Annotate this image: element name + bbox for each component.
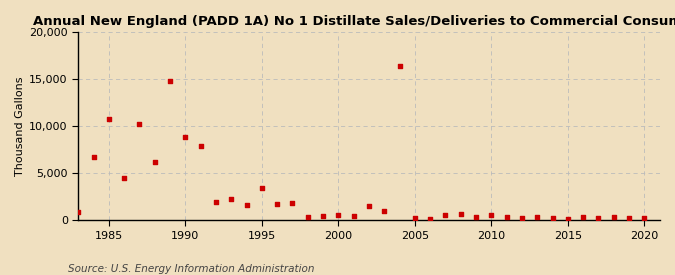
Point — [73, 210, 84, 214]
Title: Annual New England (PADD 1A) No 1 Distillate Sales/Deliveries to Commercial Cons: Annual New England (PADD 1A) No 1 Distil… — [32, 15, 675, 28]
Y-axis label: Thousand Gallons: Thousand Gallons — [15, 76, 25, 176]
Point — [440, 213, 451, 217]
Point — [364, 204, 375, 208]
Point — [241, 203, 252, 207]
Point — [348, 213, 359, 218]
Point — [211, 200, 221, 205]
Point — [333, 213, 344, 217]
Point — [287, 201, 298, 206]
Point — [256, 186, 267, 191]
Point — [425, 217, 435, 221]
Point — [532, 215, 543, 219]
Point — [226, 196, 237, 201]
Point — [318, 214, 329, 218]
Point — [562, 217, 573, 221]
Point — [470, 215, 481, 219]
Point — [593, 215, 604, 220]
Point — [165, 79, 176, 84]
Point — [272, 202, 283, 207]
Point — [180, 135, 191, 140]
Point — [394, 64, 405, 68]
Point — [302, 215, 313, 219]
Text: Source: U.S. Energy Information Administration: Source: U.S. Energy Information Administ… — [68, 264, 314, 274]
Point — [516, 216, 527, 220]
Point — [410, 216, 421, 221]
Point — [639, 216, 650, 221]
Point — [88, 155, 99, 160]
Point — [486, 213, 497, 217]
Point — [134, 122, 145, 127]
Point — [624, 216, 634, 221]
Point — [379, 209, 389, 213]
Point — [103, 116, 114, 121]
Point — [502, 214, 512, 219]
Point — [119, 176, 130, 180]
Point — [608, 215, 619, 219]
Point — [149, 160, 160, 164]
Point — [195, 144, 206, 148]
Point — [547, 216, 558, 221]
Point — [578, 215, 589, 219]
Point — [456, 211, 466, 216]
